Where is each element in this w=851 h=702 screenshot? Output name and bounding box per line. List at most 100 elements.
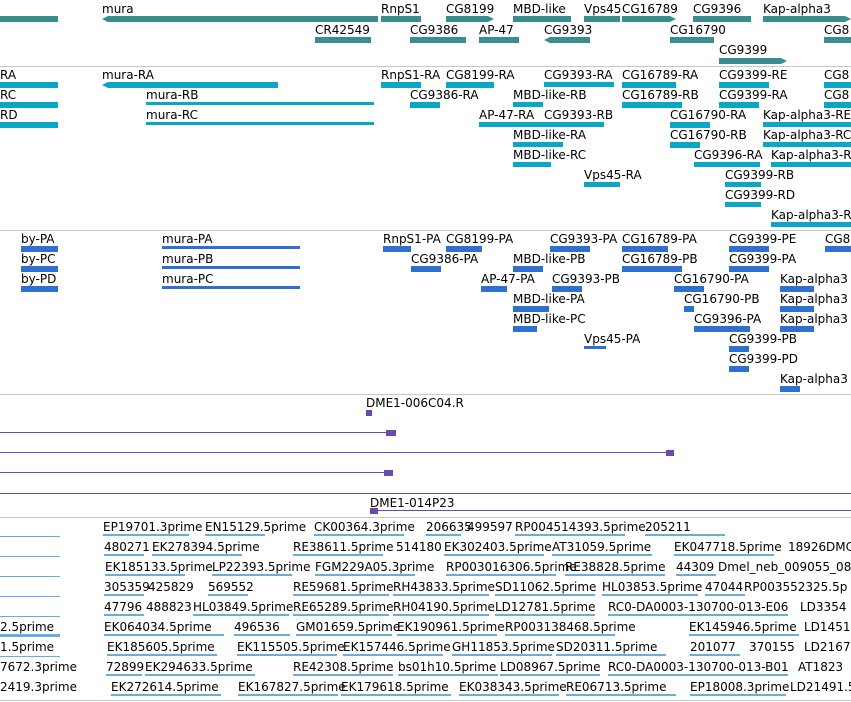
transcript-feature[interactable] — [622, 102, 682, 108]
est-feature[interactable] — [0, 536, 60, 537]
protein-feature[interactable] — [584, 346, 606, 349]
protein-label[interactable]: Kap-alpha3 — [780, 292, 848, 306]
transcript-feature[interactable] — [544, 122, 604, 127]
transcript-label[interactable]: CG9399-RB — [725, 168, 795, 182]
est-feature[interactable] — [107, 654, 217, 656]
transcript-label[interactable]: mura-RC — [146, 108, 199, 122]
transcript-label[interactable]: CG16789-RA — [622, 68, 699, 82]
protein-feature[interactable] — [729, 346, 749, 352]
est-feature[interactable] — [315, 574, 415, 576]
transcript-label[interactable]: Kap-alpha3-R — [771, 208, 851, 222]
est-feature[interactable] — [444, 554, 544, 556]
protein-label[interactable]: by-PD — [21, 272, 57, 286]
est-feature[interactable] — [459, 694, 559, 696]
est-label[interactable]: 44309 — [676, 560, 715, 574]
transcript-label[interactable]: CG9399-RA — [719, 88, 788, 102]
est-label[interactable]: EP18008.3prime — [690, 680, 790, 694]
protein-label[interactable]: Kap-alpha3 — [780, 272, 848, 286]
est-feature[interactable] — [515, 534, 625, 536]
est-feature[interactable] — [500, 674, 600, 676]
est-feature[interactable] — [452, 654, 552, 656]
protein-label[interactable]: mura-PC — [162, 272, 214, 286]
est-feature[interactable] — [0, 596, 60, 597]
protein-label[interactable]: mura-PA — [162, 232, 213, 246]
gene-feature[interactable] — [693, 16, 751, 22]
protein-feature[interactable] — [162, 286, 300, 289]
est-label[interactable]: 514180 — [396, 540, 442, 554]
est-label[interactable]: EK185605.5prime — [107, 640, 215, 654]
protein-label[interactable]: CG16789-PA — [622, 232, 697, 246]
est-label[interactable]: RE42308.5prime — [293, 660, 394, 674]
gene-label[interactable]: CG16790 — [670, 23, 726, 37]
transcript-feature[interactable] — [0, 82, 58, 88]
protein-label[interactable]: Vps45-PA — [584, 332, 641, 346]
transcript-feature[interactable] — [771, 222, 851, 227]
est-feature[interactable] — [495, 594, 595, 596]
est-feature[interactable] — [676, 574, 716, 576]
est-feature[interactable] — [552, 554, 652, 556]
est-label[interactable]: EK047718.5prime — [674, 540, 782, 554]
est-feature[interactable] — [104, 634, 224, 636]
est-label[interactable]: EK064034.5prime — [104, 620, 212, 634]
est-feature[interactable] — [446, 574, 556, 576]
est-feature[interactable] — [0, 634, 60, 636]
est-label[interactable]: EK157446.5prime — [343, 640, 451, 654]
transcript-label[interactable]: CG16790-RA — [670, 108, 747, 122]
est-feature[interactable] — [314, 534, 404, 536]
est-feature[interactable] — [495, 614, 595, 616]
est-feature[interactable] — [145, 674, 255, 676]
est-label[interactable]: 18926 — [788, 540, 827, 554]
gene-label[interactable]: CG9393 — [544, 23, 593, 37]
clone-feature[interactable] — [370, 508, 378, 514]
gene-feature[interactable] — [479, 37, 519, 43]
gene-feature[interactable] — [315, 37, 371, 43]
protein-feature[interactable] — [550, 246, 590, 252]
protein-feature[interactable] — [780, 326, 814, 332]
transcript-feature[interactable] — [544, 82, 614, 87]
protein-label[interactable]: CG9396-PA — [694, 312, 762, 326]
est-label[interactable]: RH43833.5prime — [393, 580, 495, 594]
est-label[interactable]: RP004514393.5prime — [515, 520, 646, 534]
transcript-feature[interactable] — [719, 82, 769, 88]
protein-label[interactable]: CG8 — [825, 232, 851, 246]
est-label[interactable]: 1.5prime — [0, 640, 55, 654]
protein-feature[interactable] — [825, 246, 851, 252]
est-feature[interactable] — [426, 534, 461, 536]
gene-feature[interactable] — [381, 16, 421, 22]
est-label[interactable]: EP19701.3prime — [103, 520, 203, 534]
transcript-feature[interactable] — [0, 102, 58, 108]
gene-feature[interactable] — [0, 16, 58, 22]
est-label[interactable]: EK185133.5prime — [105, 560, 213, 574]
est-feature[interactable] — [393, 614, 489, 616]
est-feature[interactable] — [398, 674, 498, 676]
est-feature[interactable] — [0, 616, 60, 617]
protein-feature[interactable] — [446, 246, 482, 252]
protein-feature[interactable] — [411, 266, 441, 272]
transcript-label[interactable]: CG9399-RD — [725, 188, 796, 202]
protein-feature[interactable] — [729, 266, 769, 272]
protein-label[interactable]: MBD-like-PA — [513, 292, 585, 306]
est-feature[interactable] — [104, 614, 144, 616]
est-feature[interactable] — [293, 554, 383, 556]
transcript-label[interactable]: CG16789-RB — [622, 88, 699, 102]
est-label[interactable]: RH04190.5prime — [393, 600, 495, 614]
protein-feature[interactable] — [694, 326, 750, 332]
protein-label[interactable]: AP-47-PA — [481, 272, 535, 286]
transcript-feature[interactable] — [381, 82, 421, 88]
est-feature[interactable] — [341, 694, 451, 696]
est-label[interactable]: 2419.3prime — [0, 680, 77, 694]
gene-feature[interactable] — [446, 16, 494, 22]
est-feature[interactable] — [608, 614, 788, 616]
transcript-feature[interactable] — [694, 162, 760, 167]
est-label[interactable]: 488823 — [146, 600, 192, 614]
est-label[interactable]: RP003016306.5prime — [446, 560, 577, 574]
clone-label[interactable]: DME1-006C04.R — [366, 396, 464, 410]
est-label[interactable]: 305359 — [104, 580, 150, 594]
transcript-feature[interactable] — [513, 102, 543, 107]
transcript-feature[interactable] — [622, 82, 676, 88]
transcript-feature[interactable] — [146, 122, 374, 125]
est-label[interactable]: EK145946.5prime — [689, 620, 797, 634]
protein-label[interactable]: by-PA — [21, 232, 55, 246]
transcript-feature[interactable] — [584, 182, 620, 187]
protein-feature[interactable] — [622, 266, 682, 272]
